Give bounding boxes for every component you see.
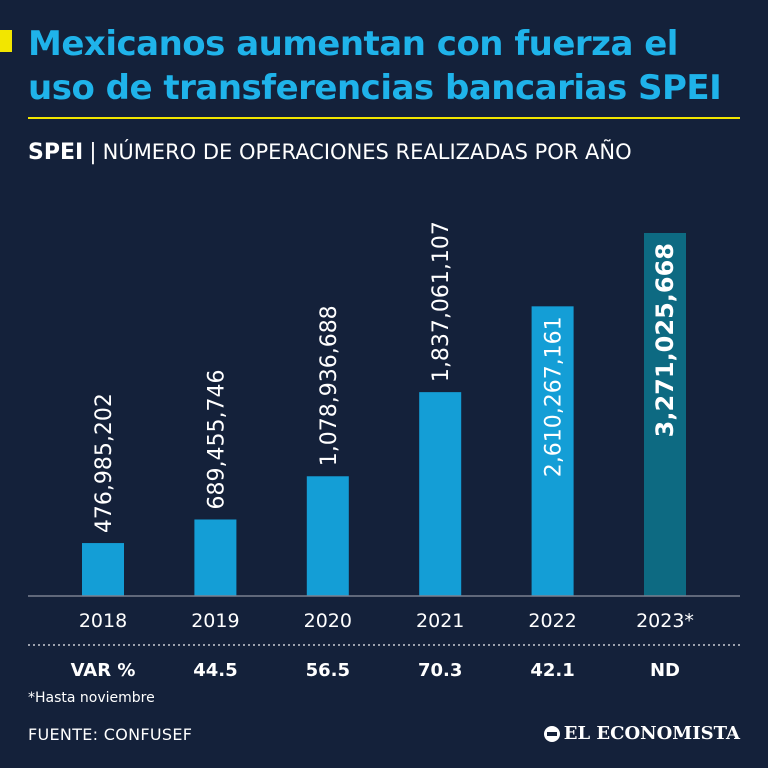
bar-2023 xyxy=(644,233,686,596)
footnote: *Hasta noviembre xyxy=(28,690,155,706)
el-economista-logo-icon xyxy=(543,725,560,742)
variation-row-label: VAR % xyxy=(71,660,136,681)
bar-value-label: 1,837,061,107 xyxy=(429,221,454,382)
x-tick-label: 2018 xyxy=(79,610,127,632)
variation-value: 56.5 xyxy=(306,660,350,681)
x-tick-labels: 2018 2019 2020 2021 2022 2023* xyxy=(79,610,694,632)
bars-group: 476,985,202 689,455,746 1,078,936,688 1,837… xyxy=(82,221,686,596)
bar-2022 xyxy=(531,306,574,596)
variation-value: 70.3 xyxy=(418,660,462,681)
chart-title: Mexicanos aumentan con fuerza el uso de … xyxy=(28,24,722,108)
bar-value-label: 2,610,267,161 xyxy=(542,316,567,477)
variation-value: ND xyxy=(650,660,680,681)
brand-logo: EL ECONOMISTA xyxy=(543,723,740,744)
bar-2021 xyxy=(419,392,462,596)
bar-2018 xyxy=(82,543,124,596)
x-tick-label: 2021 xyxy=(416,610,464,632)
subtitle-separator: | xyxy=(89,140,97,165)
x-tick-label: 2022 xyxy=(528,610,576,632)
brand-name: EL ECONOMISTA xyxy=(563,723,740,744)
bar-value-label: 689,455,746 xyxy=(204,370,229,510)
subtitle-description: NÚMERO DE OPERACIONES REALIZADAS POR AÑO xyxy=(102,140,632,164)
bar-value-label: 476,985,202 xyxy=(92,393,117,533)
subtitle-series-name: SPEI xyxy=(28,140,84,165)
variation-row: VAR % 44.5 56.5 70.3 42.1 ND xyxy=(71,660,680,681)
bar-value-label: 3,271,025,668 xyxy=(651,243,679,437)
title-divider xyxy=(28,117,740,119)
chart-subtitle: SPEI | NÚMERO DE OPERACIONES REALIZADAS PO… xyxy=(28,137,632,167)
x-tick-label: 2019 xyxy=(191,610,239,632)
x-tick-label: 2020 xyxy=(304,610,352,632)
bar-value-label: 1,078,936,688 xyxy=(317,305,342,466)
accent-tab xyxy=(0,30,12,52)
variation-value: 44.5 xyxy=(193,660,237,681)
source-note: FUENTE: CONFUSEF xyxy=(28,725,193,744)
variation-value: 42.1 xyxy=(530,660,574,681)
bar-2020 xyxy=(306,476,349,596)
bar-2019 xyxy=(194,519,237,596)
x-tick-label: 2023* xyxy=(636,610,694,632)
